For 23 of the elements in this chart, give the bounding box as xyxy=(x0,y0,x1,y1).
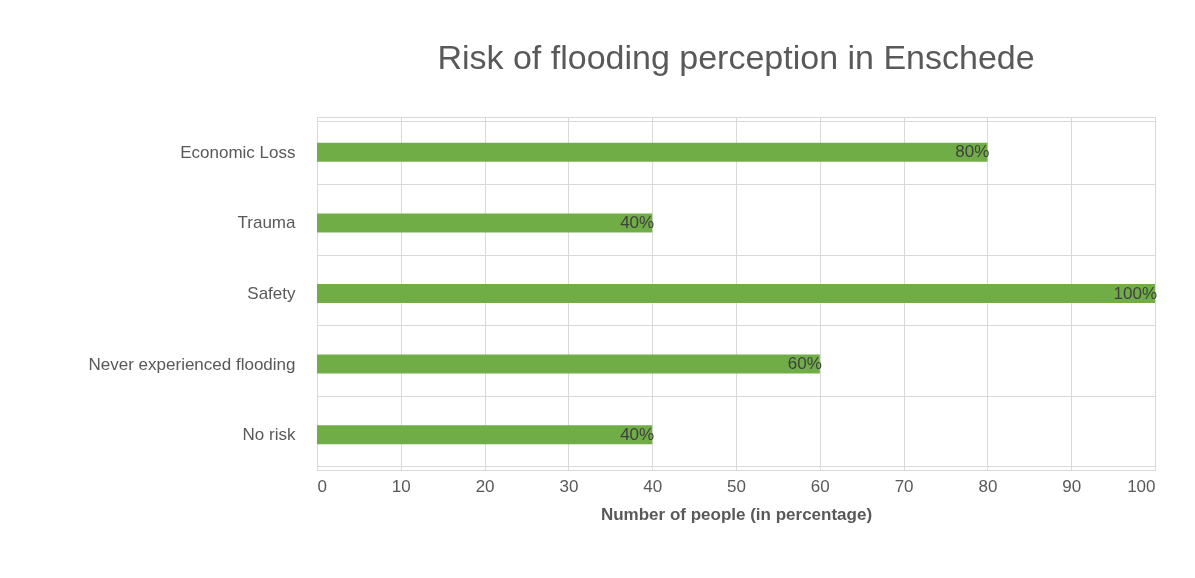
x-tick-label: 80 xyxy=(978,476,998,496)
bar xyxy=(317,425,653,445)
x-tick-label: 60 xyxy=(810,476,830,496)
x-tick-label: 40 xyxy=(643,476,663,496)
x-tick-label: 20 xyxy=(475,476,495,496)
x-tick-label: 30 xyxy=(559,476,579,496)
y-tick-label: Safety xyxy=(247,284,296,303)
x-tick-label: 90 xyxy=(1062,476,1082,496)
x-tick-label: 70 xyxy=(894,476,914,496)
y-tick-label: Never experienced flooding xyxy=(88,354,296,374)
bar xyxy=(317,213,653,233)
x-tick-label: 50 xyxy=(727,476,746,496)
y-tick-label: No risk xyxy=(242,425,296,445)
x-axis-title: Number of people (in percentage) xyxy=(600,504,873,524)
y-tick-label: Economic Loss xyxy=(180,142,296,162)
x-tick-label: 100 xyxy=(1127,476,1156,496)
x-tick-label: 10 xyxy=(391,476,411,496)
x-tick-label: 0 xyxy=(317,476,327,496)
bar xyxy=(317,354,820,374)
bar xyxy=(317,284,1155,303)
chart-title: Risk of flooding perception in Enschede xyxy=(437,38,1035,76)
y-tick-label: Trauma xyxy=(237,213,297,233)
bar xyxy=(317,142,988,162)
